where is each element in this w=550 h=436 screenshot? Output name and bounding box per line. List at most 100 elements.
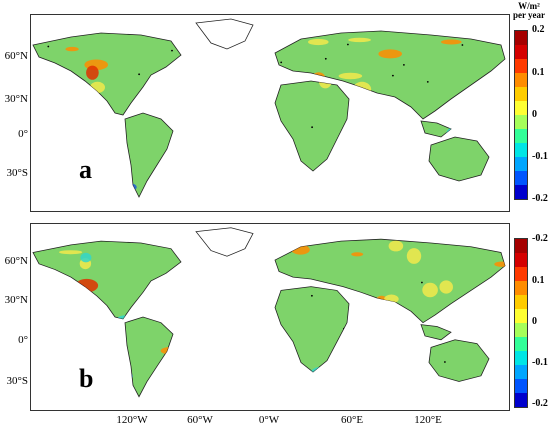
anomaly-patch [338,188,348,199]
significance-dot [314,178,316,180]
anomaly-patch [224,289,239,295]
anomaly-patch [33,69,39,86]
significance-dot [339,208,341,210]
significance-dot [165,70,168,72]
significance-dot [164,206,166,208]
significance-dot [466,400,468,402]
anomaly-patch [46,90,54,96]
significance-dot [116,127,118,129]
significance-dot [438,397,440,399]
anomaly-patch [257,29,276,44]
significance-dot [205,112,207,114]
anomaly-patch [473,287,492,302]
continent-north-america [32,32,182,116]
significance-dot [86,230,88,232]
anomaly-patch [189,368,211,374]
significance-dot [278,338,280,340]
significance-dot [277,155,280,157]
anomaly-patch [146,201,168,211]
significance-dot [33,249,35,251]
significance-dot [46,36,49,39]
significance-dot [86,348,88,350]
significance-dot [426,81,429,83]
significance-dot [286,34,288,36]
anomaly-patch [474,398,490,406]
anomaly-patch [31,362,38,369]
significance-dot [42,241,44,243]
anomaly-patch [270,392,281,403]
colorbar-a-tick-4: -0.1 [532,151,548,162]
anomaly-patch [374,16,381,30]
anomaly-patch [69,81,85,95]
anomaly-patch [72,344,90,354]
anomaly-patch [285,179,299,190]
colorbar-a-tick-1: 0.2 [532,24,545,35]
significance-dot [70,146,72,148]
significance-dot [138,73,140,76]
significance-dot [224,113,226,115]
anomaly-patch [58,104,71,117]
anomaly-patch [181,274,198,279]
anomaly-patch [64,291,71,302]
significance-dot [136,25,138,27]
anomaly-patch [492,203,506,208]
significance-dot [97,374,99,376]
significance-dot [301,231,303,233]
anomaly-patch [108,179,114,187]
significance-dot [47,291,50,293]
anomaly-patch [71,312,81,322]
significance-dot [465,387,467,389]
anomaly-patch [120,165,126,173]
anomaly-patch [235,377,258,387]
anomaly-patch [446,182,457,195]
anomaly-patch [297,400,306,410]
anomaly-patch [229,343,243,357]
continent-south-america [124,316,174,398]
significance-dot [106,171,108,173]
anomaly-patch [201,340,207,348]
significance-dot [60,115,62,117]
significance-dot [333,408,335,410]
anomaly-patch [59,381,79,390]
significance-dot [486,318,488,320]
anomaly-patch [378,331,389,346]
significance-dot [490,341,492,343]
lon-label-0w: 0°W [258,414,280,426]
anomaly-patch [189,254,204,261]
anomaly-patch [367,169,387,183]
anomaly-patch [176,312,189,319]
anomaly-patch [400,166,408,175]
anomaly-patch [256,39,265,55]
significance-dot [462,385,464,387]
continent-europe-asia [274,238,506,324]
anomaly-patch [271,401,279,409]
significance-dot [305,388,307,390]
significance-dot [49,121,51,123]
anomaly-patch [113,207,133,211]
significance-dot [392,74,394,77]
anomaly-patch [44,29,62,36]
anomaly-patch [464,110,481,118]
anomaly-patch [96,151,115,162]
continent-australia [428,339,490,382]
significance-dot [69,388,71,390]
significance-dot [163,229,165,231]
anomaly-patch [33,124,55,131]
significance-dot [83,93,85,95]
significance-dot [407,31,409,33]
anomaly-patch [212,177,235,183]
significance-dot [211,151,213,153]
significance-dot [461,44,464,46]
anomaly-patch [229,267,246,282]
anomaly-patch [57,349,80,364]
colorbar-segment [515,323,527,337]
anomaly-patch [485,162,489,170]
significance-dot [182,201,184,203]
anomaly-patch [245,268,264,283]
anomaly-patch [496,355,505,366]
anomaly-patch [236,61,256,67]
anomaly-patch [196,199,215,208]
anomaly-patch [431,194,443,203]
anomaly-patch [211,181,232,191]
anomaly-patch [185,38,202,44]
